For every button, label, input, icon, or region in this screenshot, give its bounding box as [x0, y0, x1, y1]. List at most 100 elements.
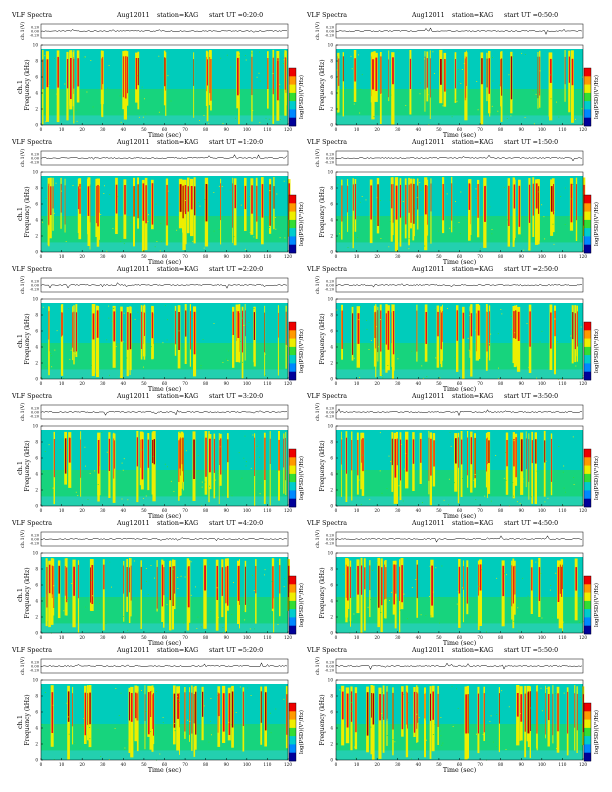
- sferic-core: [161, 564, 163, 607]
- speckle: [353, 103, 355, 105]
- speckle: [245, 465, 247, 467]
- x-tick-label: 0: [40, 127, 43, 132]
- sferic-core: [377, 310, 379, 353]
- spectrogram-background: [41, 680, 288, 760]
- speckle: [244, 55, 246, 56]
- speckle: [549, 589, 551, 591]
- sferic-core: [144, 312, 145, 336]
- speckle: [256, 76, 258, 78]
- speckle: [63, 377, 65, 379]
- y-tick-label: 8: [330, 694, 333, 699]
- x-tick-label: 50: [436, 762, 442, 767]
- speckle: [54, 58, 55, 59]
- speckle: [541, 710, 543, 712]
- speckle: [528, 366, 530, 368]
- sferic-core: [237, 311, 240, 338]
- x-tick-label: 60: [457, 508, 463, 513]
- sferic-core: [582, 694, 584, 733]
- speckle: [498, 84, 500, 86]
- sferic-core: [392, 692, 394, 730]
- speckle: [118, 715, 120, 716]
- sferic-core: [392, 311, 395, 355]
- colorbar-segment: [584, 117, 591, 127]
- spectrogram-panel: VLF Spectra Aug12011 station=KAG start UT =…: [10, 389, 305, 520]
- speckle: [154, 577, 155, 579]
- speckle: [392, 106, 394, 108]
- y-tick-label: 2: [330, 488, 333, 493]
- spectrogram-svg: VLF Spectra Aug12011 station=KAG start UT =…: [11, 12, 305, 139]
- waveform-tick-label: 0.20: [326, 153, 335, 157]
- panel-start-ut: start UT =3:50:0: [504, 393, 558, 400]
- speckle: [89, 473, 91, 474]
- colorbar-segment: [584, 76, 591, 85]
- speckle: [283, 586, 285, 588]
- speckle: [351, 710, 353, 712]
- speckle: [578, 607, 580, 609]
- x-tick-label: 70: [182, 508, 188, 513]
- speckle: [463, 63, 465, 64]
- waveform-axis-label: ch.1(V): [19, 149, 26, 167]
- spectrogram-cutoff-region: [336, 680, 583, 684]
- sferic-core: [194, 186, 196, 216]
- y-tick-label: 6: [330, 329, 333, 334]
- speckle: [345, 87, 347, 89]
- speckle: [136, 75, 138, 77]
- speckle: [361, 74, 363, 76]
- speckle: [275, 708, 277, 710]
- sferic-core: [342, 56, 344, 82]
- speckle: [502, 603, 504, 605]
- spectrogram-floor: [41, 115, 288, 125]
- speckle: [420, 614, 422, 616]
- x-tick-label: 120: [579, 381, 587, 386]
- speckle: [456, 688, 457, 690]
- sferic-core: [484, 185, 486, 222]
- spectrogram-lowband: [336, 470, 583, 506]
- speckle: [85, 465, 86, 467]
- y-tick-label: 6: [330, 710, 333, 715]
- speckle: [411, 587, 413, 588]
- y-tick-label: 0: [35, 758, 38, 763]
- speckle: [75, 109, 77, 111]
- colorbar-segment: [584, 711, 591, 720]
- x-tick-label: 20: [79, 381, 85, 386]
- y-tick-label: 2: [35, 615, 38, 620]
- speckle: [74, 743, 76, 744]
- x-tick-label: 120: [284, 254, 292, 259]
- speckle: [170, 100, 172, 102]
- speckle: [382, 377, 384, 379]
- sferic-core: [288, 565, 290, 598]
- waveform-tick-label: 0.20: [31, 661, 40, 665]
- speckle: [44, 451, 46, 452]
- speckle: [370, 340, 372, 341]
- x-tick-label: 120: [284, 508, 292, 513]
- speckle: [269, 190, 271, 192]
- speckle: [364, 630, 366, 632]
- panel-date: Aug12011: [411, 647, 445, 654]
- sferic-core: [501, 58, 503, 96]
- x-tick-label: 60: [162, 127, 168, 132]
- sferic-core: [352, 184, 354, 211]
- sferic-core: [269, 184, 271, 226]
- speckle: [486, 631, 487, 633]
- speckle: [491, 105, 493, 107]
- y-tick-label: 2: [35, 234, 38, 239]
- x-tick-label: 50: [436, 508, 442, 513]
- sferic-streak: [391, 52, 395, 125]
- sferic-core: [399, 566, 400, 601]
- colorbar-segment: [289, 371, 296, 381]
- sferic-streak: [390, 177, 393, 242]
- sferic-core: [467, 437, 468, 476]
- x-tick-label: 20: [374, 508, 380, 513]
- y-axis-label: Frequency (kHz): [319, 186, 326, 237]
- spectrogram-floor: [41, 369, 288, 379]
- speckle: [556, 341, 558, 343]
- speckle: [426, 739, 427, 741]
- sferic-core: [46, 59, 49, 88]
- sferic-core: [455, 438, 457, 464]
- speckle: [199, 205, 201, 207]
- speckle: [527, 595, 529, 597]
- sferic-core: [531, 440, 533, 464]
- speckle: [337, 184, 339, 186]
- speckle: [456, 100, 458, 102]
